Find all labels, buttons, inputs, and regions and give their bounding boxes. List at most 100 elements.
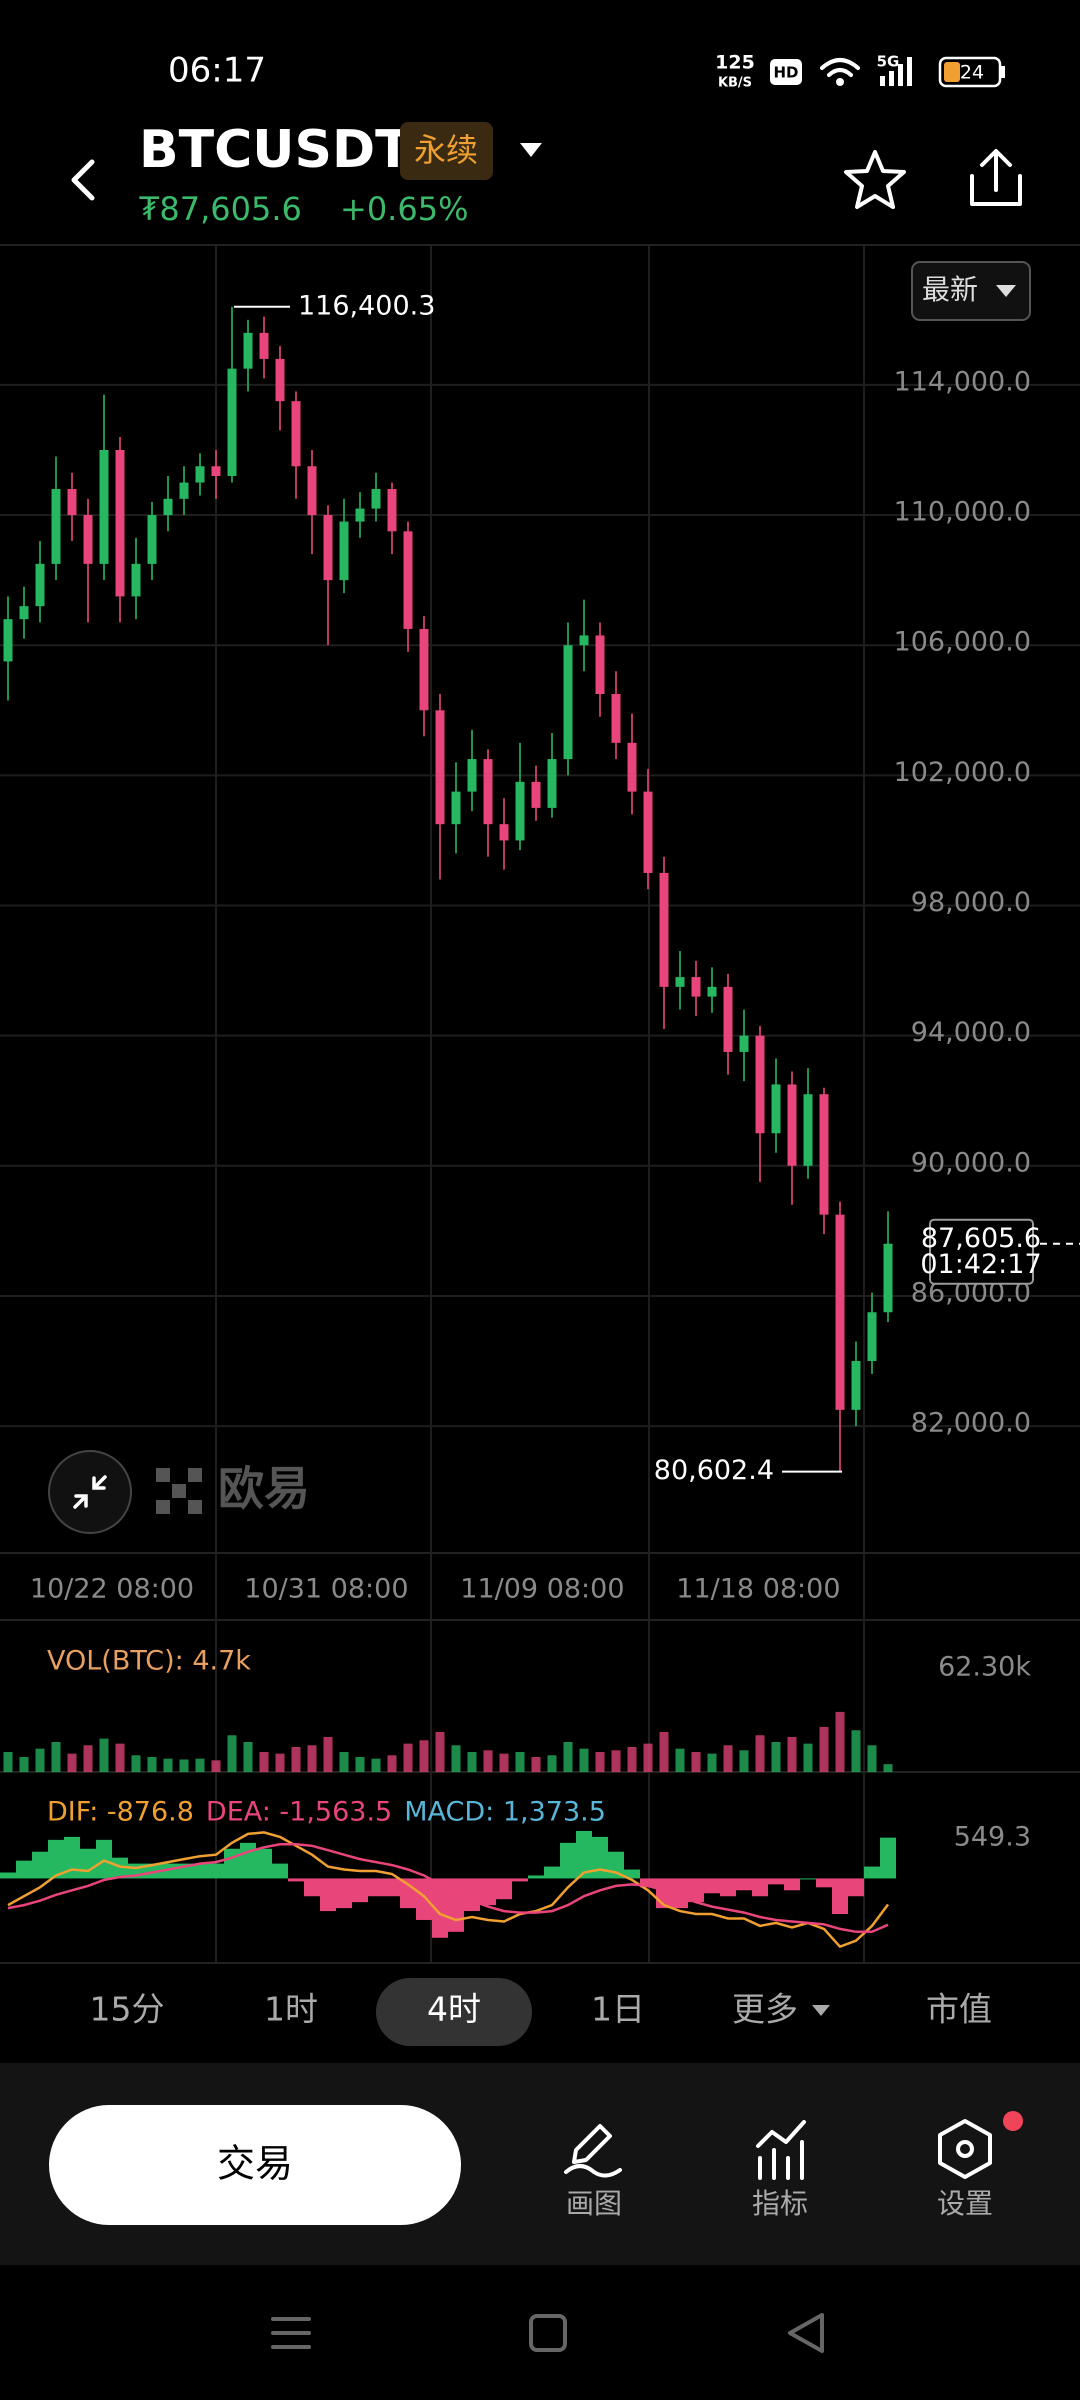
volume-bar xyxy=(499,1753,509,1772)
volume-bar xyxy=(883,1764,893,1772)
volume-bar xyxy=(547,1755,557,1772)
x-tick-label: 11/09 08:00 xyxy=(460,1574,624,1605)
y-tick-label: 110,000.0 xyxy=(894,497,1031,528)
macd-bar xyxy=(112,1857,128,1879)
candle-body xyxy=(531,781,541,808)
navigation-bar xyxy=(271,2313,824,2353)
price-mode-button[interactable] xyxy=(911,261,1031,321)
back-button[interactable] xyxy=(71,159,95,201)
macd-bar xyxy=(592,1836,608,1879)
macd-bar xyxy=(544,1866,560,1879)
timeframe-tab[interactable]: 1时 xyxy=(264,1990,318,2029)
trade-label[interactable]: 交易 xyxy=(217,2142,293,2186)
macd-line xyxy=(7,1843,889,1934)
candle-body xyxy=(355,508,365,522)
macd-bar xyxy=(336,1878,352,1909)
battery-icon xyxy=(938,56,1002,88)
nav-menu[interactable] xyxy=(271,2317,311,2349)
y-tick-label: 94,000.0 xyxy=(911,1017,1031,1048)
nav-back[interactable] xyxy=(788,2313,824,2353)
volume-bar xyxy=(35,1748,45,1772)
volume-bar xyxy=(163,1758,173,1772)
candle-body xyxy=(883,1243,893,1313)
macd-bar xyxy=(800,1878,816,1880)
collapse-button[interactable] xyxy=(48,1450,132,1534)
candle-body xyxy=(35,563,45,607)
draw-icon[interactable] xyxy=(564,2124,622,2178)
volume-bar xyxy=(723,1745,733,1772)
battery-level xyxy=(944,62,960,82)
macd-bar xyxy=(624,1869,640,1879)
y-tick-label: 82,000.0 xyxy=(911,1408,1031,1439)
candle-body xyxy=(51,489,61,564)
symbol[interactable]: BTCUSDT xyxy=(139,120,411,180)
candle-body xyxy=(643,791,653,873)
candle-body xyxy=(515,781,525,841)
favorite-button[interactable] xyxy=(844,150,906,209)
volume-bar xyxy=(3,1751,13,1772)
high-marker-label: 116,400.3 xyxy=(298,290,435,321)
y-tick-label: 90,000.0 xyxy=(911,1147,1031,1178)
candle-body xyxy=(307,466,317,516)
macd-bar xyxy=(16,1860,32,1879)
macd-bar xyxy=(560,1842,576,1879)
macd-bar xyxy=(432,1878,448,1938)
timeframe-tab[interactable]: 4时 xyxy=(427,1990,481,2029)
macd-bar xyxy=(704,1878,720,1894)
wifi-icon xyxy=(820,58,860,86)
volume-bar xyxy=(803,1743,813,1772)
volume-bar xyxy=(179,1759,189,1772)
nav-home[interactable] xyxy=(529,2314,567,2352)
timeframe-tab[interactable]: 市值 xyxy=(926,1990,992,2029)
indicator-icon[interactable] xyxy=(756,2120,806,2180)
timeframe-tab[interactable]: 更多 xyxy=(732,1990,798,2029)
candle-body xyxy=(371,489,381,509)
timeframe-tab[interactable]: 1日 xyxy=(591,1990,645,2029)
volume-bar xyxy=(467,1751,477,1772)
macd-bar xyxy=(512,1878,528,1882)
tab-selected-bg xyxy=(376,1978,532,2046)
hd-badge xyxy=(770,59,802,85)
settings-icon[interactable] xyxy=(938,2119,992,2179)
candle-body xyxy=(803,1094,813,1166)
last-price-label: 87,605.6 xyxy=(921,1223,1041,1254)
candle-body xyxy=(787,1084,797,1166)
volume-bar xyxy=(531,1756,541,1772)
tool-label[interactable]: 指标 xyxy=(752,2187,808,2220)
candle-body xyxy=(435,710,445,825)
timeframe-tab[interactable]: 15分 xyxy=(90,1990,165,2029)
macd-bar xyxy=(0,1872,16,1879)
volume-bar xyxy=(131,1755,141,1772)
candle-body xyxy=(675,977,685,987)
volume-bar xyxy=(819,1726,829,1772)
volume-bar xyxy=(483,1750,493,1772)
volume-bar xyxy=(275,1753,285,1772)
macd-bar xyxy=(160,1863,176,1879)
candle-body xyxy=(723,986,733,1052)
tool-label[interactable]: 画图 xyxy=(566,2187,622,2220)
status-time: 06:17 xyxy=(168,51,266,91)
candle-body xyxy=(499,824,509,841)
macd-bar xyxy=(80,1848,96,1879)
macd-bar xyxy=(64,1836,80,1879)
volume-bar xyxy=(291,1746,301,1772)
macd-bar xyxy=(496,1878,512,1900)
volume-bar xyxy=(243,1741,253,1772)
candle-body xyxy=(739,1035,749,1052)
macd-bar xyxy=(864,1866,880,1879)
share-button[interactable] xyxy=(970,149,1022,206)
candle-body xyxy=(99,449,109,564)
macd-bar xyxy=(272,1863,288,1879)
tool-label[interactable]: 设置 xyxy=(937,2187,993,2220)
price-mode[interactable]: 最新 xyxy=(922,273,978,306)
volume-bar xyxy=(371,1758,381,1772)
y-tick-label: 102,000.0 xyxy=(894,757,1031,788)
macd-bar xyxy=(688,1878,704,1903)
trade-button[interactable] xyxy=(49,2105,461,2225)
symbol-dropdown[interactable] xyxy=(520,143,542,157)
volume-bar xyxy=(563,1741,573,1772)
macd-bar xyxy=(464,1878,480,1912)
volume-bar xyxy=(675,1748,685,1772)
macd-bar xyxy=(256,1848,272,1879)
